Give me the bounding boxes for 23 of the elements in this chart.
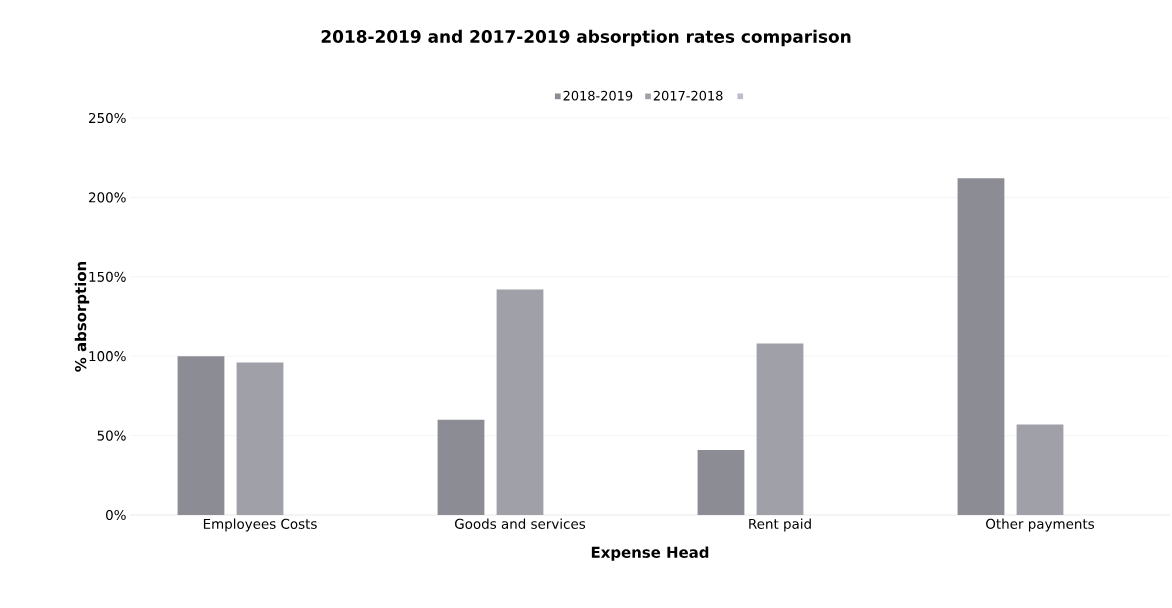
bar xyxy=(697,449,745,515)
y-tick-label: 50% xyxy=(97,430,126,441)
legend-label: 2018-2019 xyxy=(563,90,633,101)
y-axis-title: % absorption xyxy=(74,261,90,372)
y-tick-label: 100% xyxy=(89,351,126,362)
x-tick-label: Other payments xyxy=(986,518,1095,532)
y-tick-label: 250% xyxy=(89,112,126,124)
y-tick-label: 150% xyxy=(89,271,126,282)
bar xyxy=(1016,424,1064,515)
bar xyxy=(177,356,225,515)
legend-label: 2017-2018 xyxy=(653,90,723,101)
bar xyxy=(957,178,1005,515)
y-tick-label: 200% xyxy=(89,192,126,203)
chart-title: 2018-2019 and 2017-2019 absorption rates comparison xyxy=(321,29,851,47)
bar xyxy=(756,343,804,515)
x-tick-label: Employees Costs xyxy=(203,518,317,532)
bar xyxy=(496,289,544,515)
x-tick-label: Goods and services xyxy=(455,518,586,529)
bar xyxy=(236,362,284,515)
x-axis-title: Expense Head xyxy=(591,546,709,561)
x-tick-label: Rent paid xyxy=(749,518,811,532)
y-tick-label: 0% xyxy=(106,509,126,521)
bar xyxy=(437,419,485,515)
